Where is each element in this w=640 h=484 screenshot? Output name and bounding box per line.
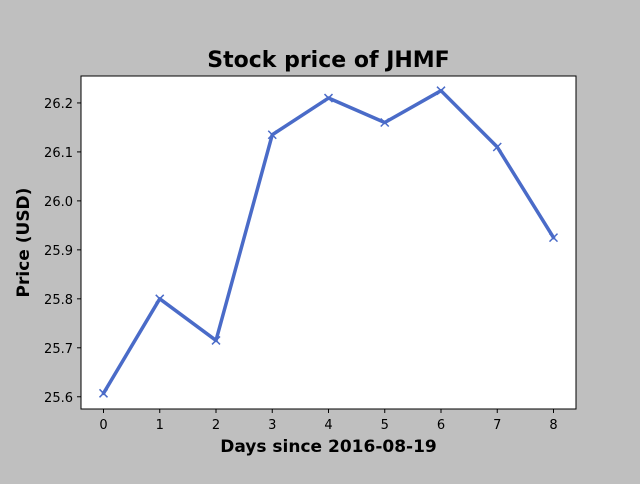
y-tick-label: 26.1 xyxy=(44,146,73,161)
y-tick-label: 25.9 xyxy=(44,244,73,259)
x-axis-title: Days since 2016-08-19 xyxy=(220,437,437,457)
chart-title: Stock price of JHMF xyxy=(207,48,449,73)
y-axis-title: Price (USD) xyxy=(14,188,34,298)
x-tick-label: 2 xyxy=(212,418,220,433)
data-point-marker xyxy=(436,86,446,96)
x-tick-label: 8 xyxy=(549,418,557,433)
y-tick-label: 25.8 xyxy=(44,293,73,308)
series-line-group xyxy=(98,86,559,398)
x-tick-label: 6 xyxy=(437,418,445,433)
x-tick-label: 5 xyxy=(381,418,389,433)
data-point-marker xyxy=(155,294,165,304)
data-point-marker xyxy=(267,130,277,140)
x-tick-label: 0 xyxy=(99,418,107,433)
x-tick-label: 3 xyxy=(268,418,276,433)
data-point-marker xyxy=(380,117,390,128)
data-point-marker xyxy=(492,142,502,152)
x-tick-label: 7 xyxy=(493,418,501,433)
x-tick-label: 1 xyxy=(156,418,164,433)
y-tick-label: 25.7 xyxy=(44,342,73,357)
axis-ticks: 0 1 2 3 4 5 6 7 8 25.6 25.7 25.8 25.9 26.0 26.1 26.2 xyxy=(44,97,558,433)
data-point-marker xyxy=(323,93,334,103)
y-tick-label: 25.6 xyxy=(44,391,73,406)
x-tick-label: 4 xyxy=(324,418,332,433)
data-point-marker xyxy=(211,335,221,345)
plot-area xyxy=(80,75,577,410)
y-tick-label: 26.2 xyxy=(44,97,73,112)
data-point-marker xyxy=(548,233,559,243)
data-point-marker xyxy=(98,388,109,398)
y-tick-label: 26.0 xyxy=(44,195,73,210)
